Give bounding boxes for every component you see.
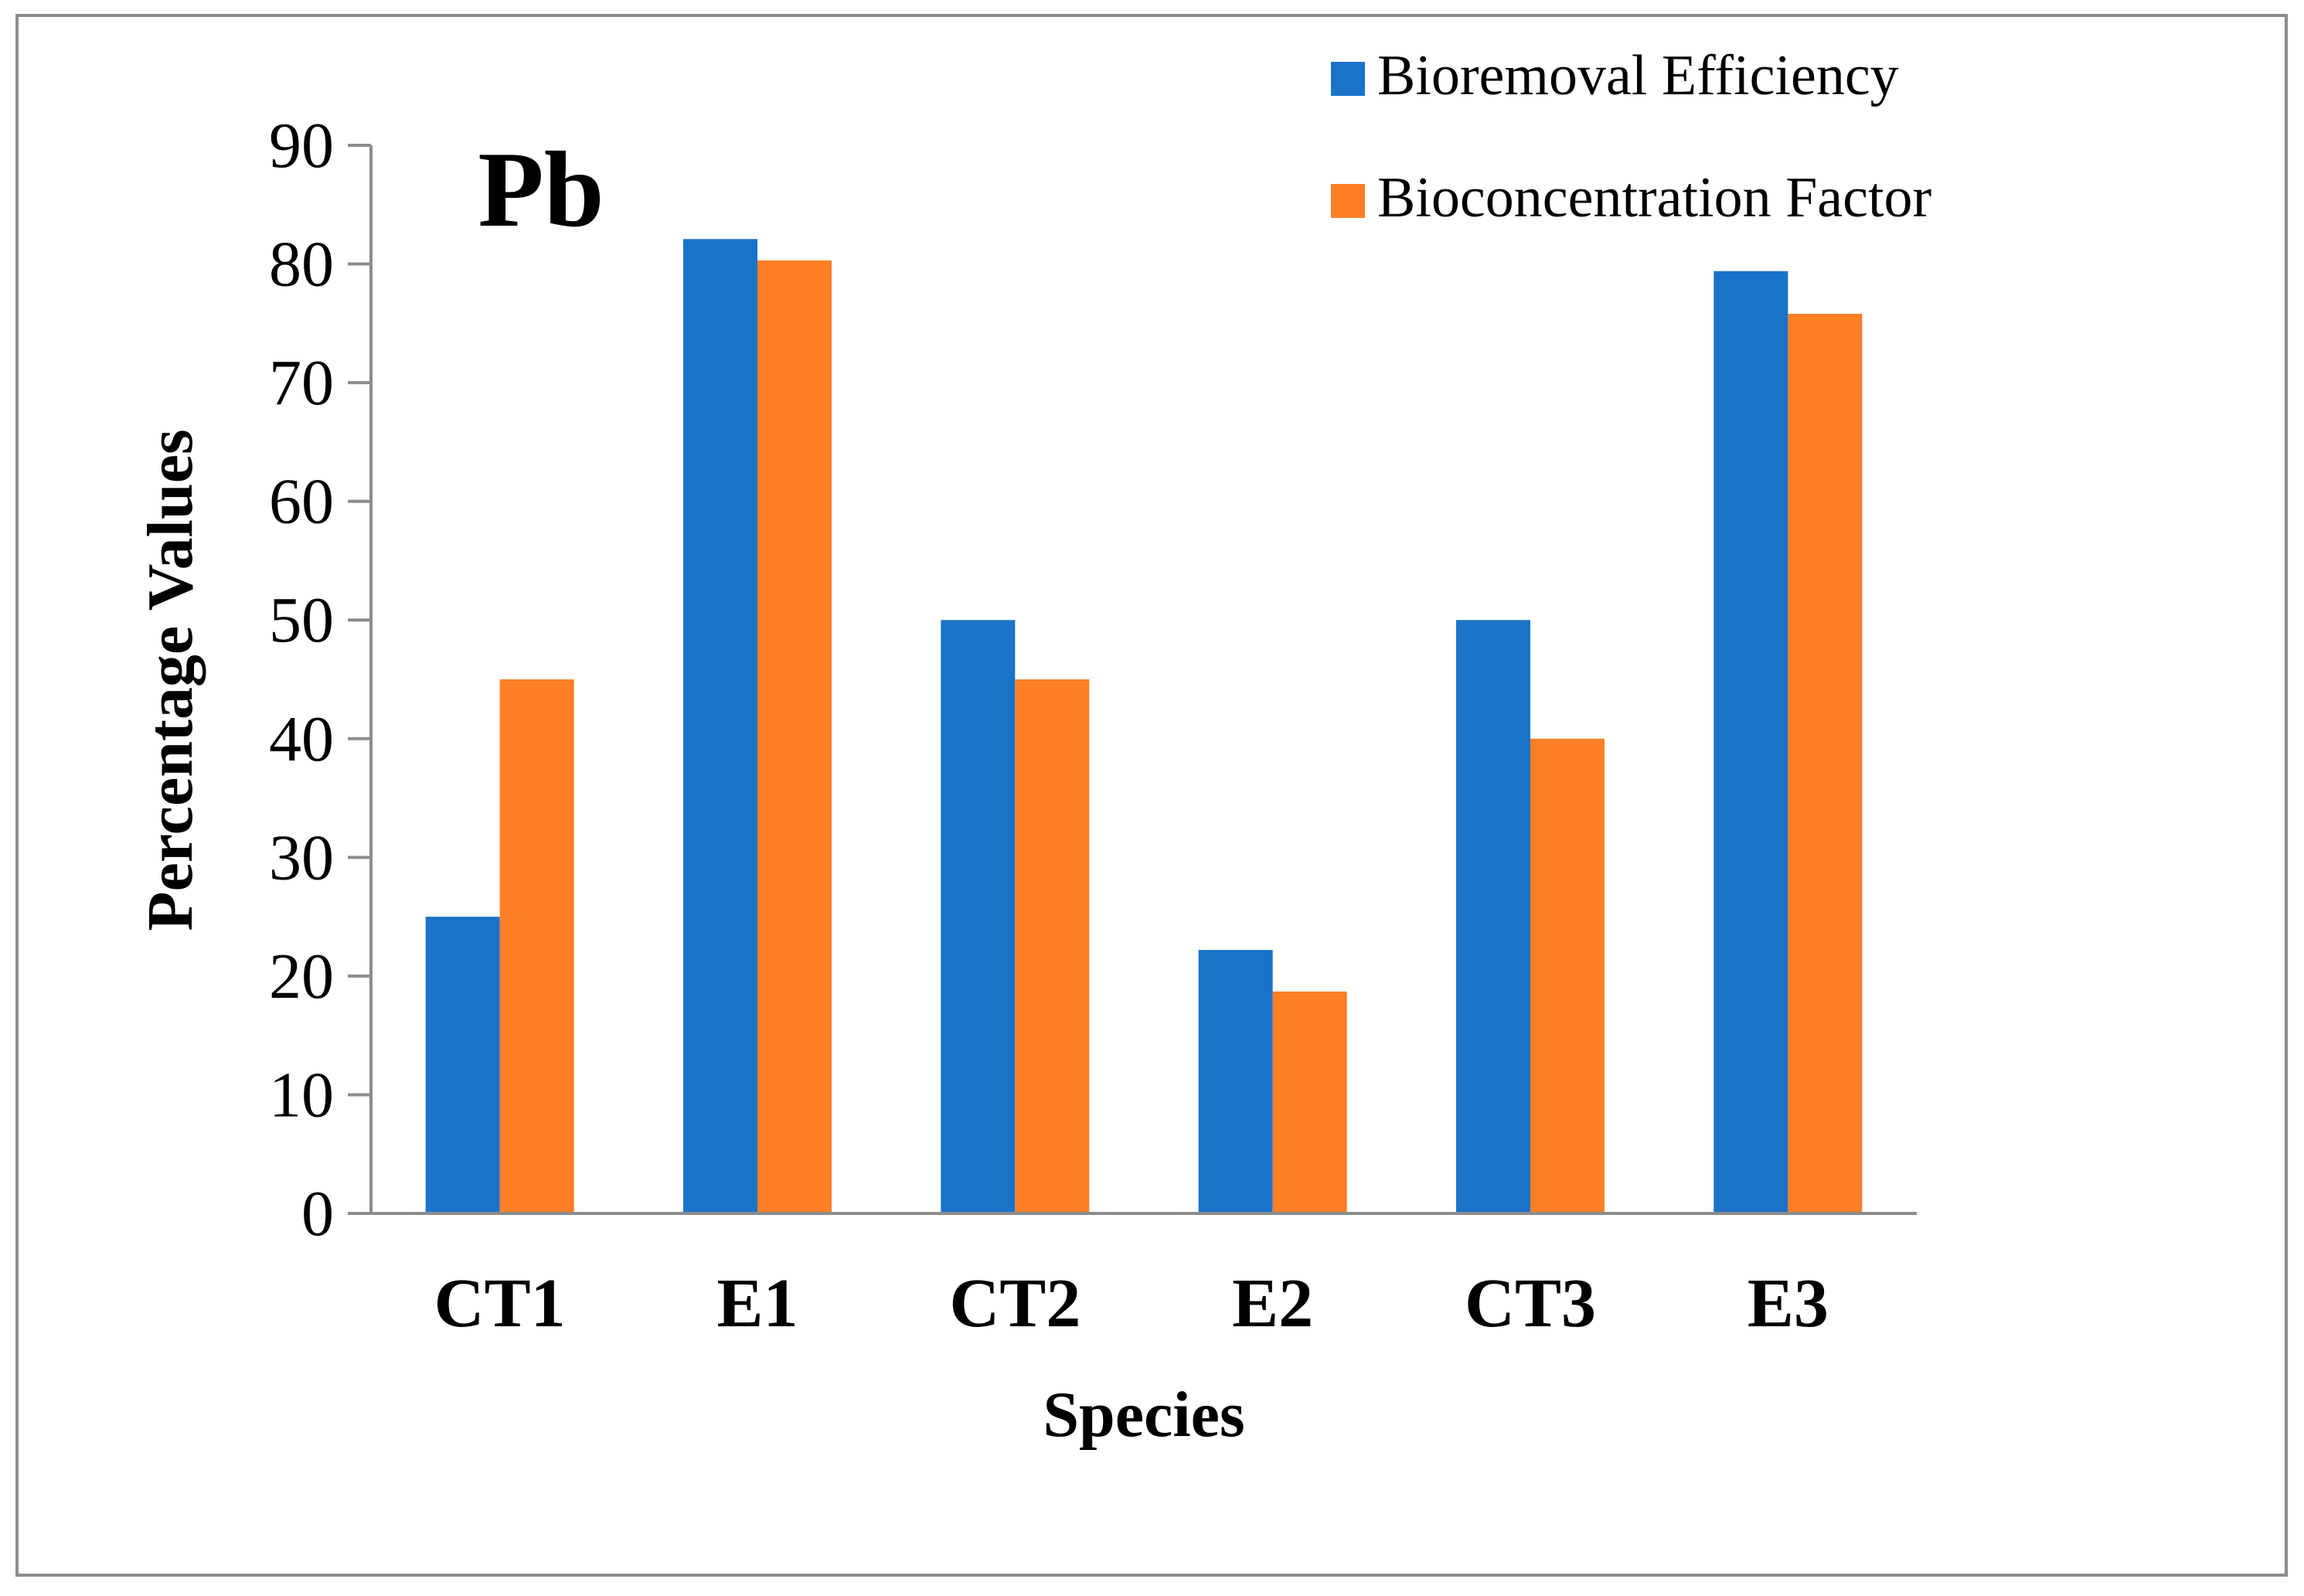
- y-axis-label: Percentage Values: [134, 429, 206, 931]
- bar-ct1-series-1: [425, 917, 500, 1213]
- legend-swatch: [1331, 184, 1365, 218]
- bar-ct3-series-1: [1456, 620, 1530, 1213]
- bar-e3-series-1: [1714, 271, 1788, 1213]
- bars: [425, 239, 1863, 1214]
- y-tick-label: 10: [269, 1059, 334, 1131]
- legend-label: Bioremoval Efficiency: [1377, 44, 1899, 107]
- bar-e1-series-1: [683, 239, 757, 1214]
- chart-border: [15, 14, 2288, 1577]
- y-tick-label: 40: [269, 703, 334, 775]
- x-tick-label: CT3: [1465, 1265, 1596, 1342]
- y-tick-label: 20: [269, 941, 334, 1012]
- bar-e2-series-1: [1198, 950, 1273, 1213]
- y-tick-label: 30: [269, 822, 334, 893]
- x-axis-label: Species: [1043, 1379, 1244, 1451]
- bar-e2-series-2: [1272, 991, 1347, 1213]
- x-axis: CT1 E1 CT2 E2 CT3 E3: [348, 1212, 1917, 1342]
- x-tick-label: E3: [1748, 1265, 1829, 1342]
- bar-e1-series-2: [757, 260, 832, 1214]
- x-tick-label: CT1: [434, 1265, 566, 1342]
- chart-title: Pb: [478, 130, 604, 250]
- bar-ct3-series-2: [1530, 738, 1605, 1213]
- bar-ct2-series-1: [941, 620, 1016, 1213]
- legend-swatch: [1331, 62, 1365, 96]
- y-tick-label: 70: [269, 347, 334, 419]
- bar-ct1-series-2: [499, 679, 574, 1213]
- x-tick-label: E2: [1232, 1265, 1313, 1342]
- bar-ct2-series-2: [1015, 679, 1090, 1213]
- y-axis: 0 10 20 30 40 50 60 70 80 90: [269, 110, 373, 1250]
- y-tick-label: 90: [269, 110, 334, 182]
- bar-e3-series-2: [1788, 314, 1863, 1214]
- legend-label: Bioconcentration Factor: [1377, 166, 1931, 230]
- x-tick-label: E1: [716, 1265, 798, 1342]
- y-tick-label: 60: [269, 466, 334, 538]
- x-tick-label: CT2: [949, 1265, 1081, 1342]
- y-tick-label: 0: [301, 1178, 334, 1250]
- y-tick-label: 80: [269, 229, 334, 301]
- legend: Bioremoval Efficiency Bioconcentration Fa…: [1331, 44, 1931, 230]
- y-tick-label: 50: [269, 584, 334, 656]
